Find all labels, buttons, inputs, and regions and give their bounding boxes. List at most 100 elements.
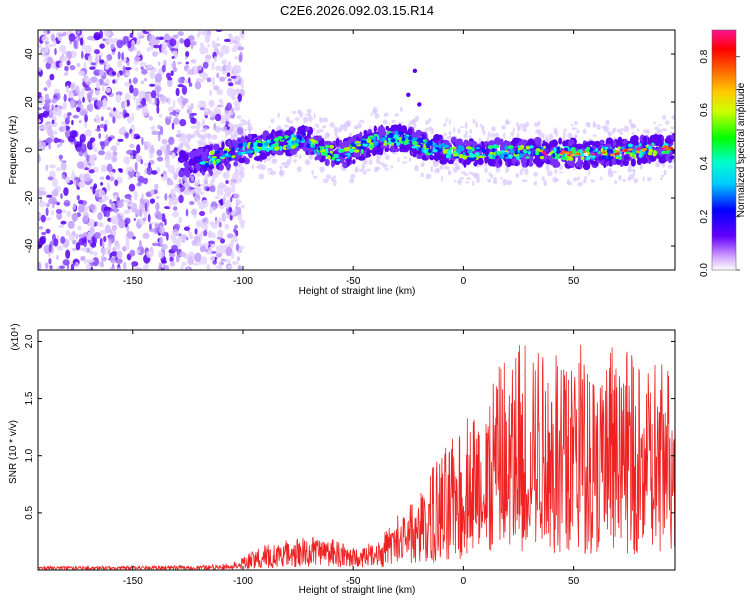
spectrogram-halo-blob [420,163,424,167]
spectrogram-noise-blob [132,87,139,97]
spectrogram-noise-blob [177,84,184,88]
spectrogram-noise-blob [38,140,43,149]
spectrogram-noise-blob [231,260,239,266]
spectrogram-core-blob [523,148,527,153]
spectrogram-halo-blob [637,128,640,132]
spectrogram-core-blob [231,155,236,159]
spectrogram-halo-blob [661,128,668,132]
spectrogram-noise-blob [175,108,181,113]
spectrogram-band-blob [493,139,500,146]
spectrogram-core-blob [427,140,433,146]
spectrogram-band-blob [363,129,368,136]
spectrogram-noise-blob [51,98,58,104]
spectrogram-noise-blob [199,211,206,217]
spectrogram-noise-blob [89,97,97,101]
spectrogram-noise-blob [152,44,161,49]
spectrogram-halo-blob [445,117,448,124]
spectrogram-noise-blob [148,223,152,230]
spectrogram-noise-blob [104,209,111,218]
spectrogram-halo-blob [456,167,461,170]
spectrogram-band-blob [373,125,377,133]
spectrogram-noise-blob [93,183,98,190]
spectrogram-noise-blob [46,78,52,88]
spectrogram-noise-blob [47,44,55,48]
spectrogram-peak-blob [568,151,573,154]
spectrogram-core-blob [398,140,403,144]
spectrogram-noise-blob [62,259,70,266]
spectrogram-noise-blob [151,170,158,175]
spectrogram-band-blob [284,149,291,154]
spectrogram-noise-blob [102,197,107,202]
spectrogram-noise-blob [60,139,65,144]
spectrogram-peak-blob [610,153,614,157]
spectrogram-core-blob [215,158,221,163]
spectrogram-halo-blob [408,123,411,128]
spectrogram-noise-blob [65,229,71,236]
spectrogram-halo-blob [251,164,255,170]
spectrogram-noise-blob [89,226,95,235]
spectrogram-halo-blob [187,137,191,142]
spectrogram-band-blob [374,147,381,153]
spectrogram-noise-blob [124,209,129,214]
spectrogram-core-blob [401,136,406,142]
spectrogram-noise-blob [158,113,163,118]
spectrogram-noise-blob [80,50,84,59]
spectrogram-band-blob [200,147,204,152]
spectrogram-noise-blob [55,208,63,214]
spectrogram-peak-blob [627,148,633,151]
spectrogram-core-blob [279,145,283,151]
spectrogram-halo-blob [519,168,524,176]
spectrogram-noise-blob [140,159,144,165]
spectrogram-noise-blob [145,30,154,33]
spectrogram-halo-blob [453,126,456,133]
spectrogram-noise-blob [122,35,129,46]
spectrogram-noise-blob [240,84,245,89]
spectrogram-halo-blob [448,118,451,125]
spectrogram-halo-blob [461,171,466,175]
spectrogram-noise-blob [236,46,245,51]
spectrogram-core-blob [302,131,306,136]
spectrogram-noise-blob [49,73,55,81]
colorbar-tick-label: 0.2 [699,209,710,223]
spectrogram-peak-blob [576,153,581,156]
colorbar-ticks: 0.0 0.2 0.4 0.6 0.8 [699,49,740,277]
spectrogram-core-blob [514,150,519,155]
spectrogram-halo-blob [349,177,355,184]
spectrogram-core-blob [449,147,453,151]
spectrogram-halo-blob [391,119,396,124]
spectrogram-band-blob [577,154,582,162]
spectrogram-noise-blob [146,64,153,69]
spectrogram-noise-blob [228,82,234,87]
spectrogram-core-blob [246,144,250,149]
spectrogram-band-blob [384,147,390,153]
spectrogram-noise-blob [53,238,59,247]
spectrogram-noise-blob [218,189,224,197]
spectrogram-core-blob [336,158,341,162]
spectrogram-noise-blob [168,253,176,258]
spectrogram-noise-blob [156,87,160,97]
spectrogram-noise-blob [112,116,116,124]
spectrogram-halo-blob [298,111,304,118]
spectrogram-noise-blob [204,34,211,44]
spectrogram-noise-blob [135,153,140,162]
spectrogram-noise-blob [190,117,197,124]
spectrogram-core-blob [647,152,653,156]
spectrogram-core-blob [481,155,485,159]
spectrogram-band-blob [612,140,617,147]
spectrogram-core-blob [457,145,462,149]
spectrogram-noise-blob [161,64,166,73]
spectrogram-core-blob [587,151,590,156]
bottom-plot-frame [37,329,676,571]
spectrogram-band-blob [185,169,191,178]
spectrogram-halo-blob [439,164,444,170]
spectrogram-core-blob [507,145,514,150]
spectrogram-noise-blob [209,185,216,193]
spectrogram-halo-blob [603,125,610,133]
spectrogram-noise-blob [167,106,175,112]
spectrogram-noise-blob [233,89,241,95]
spectrogram-halo-blob [271,158,278,165]
spectrogram-halo-blob [442,123,447,127]
spectrogram-noise-blob [219,51,224,59]
spectrogram-halo-blob [202,178,208,184]
spectrogram-noise-blob [83,78,90,83]
